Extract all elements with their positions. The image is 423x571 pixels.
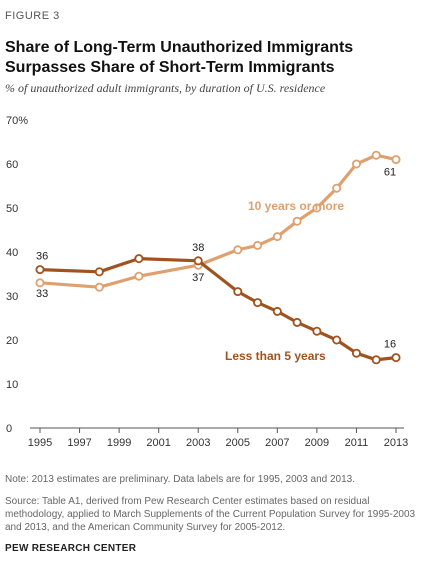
chart-title: Share of Long-Term Unauthorized Immigran…: [5, 39, 354, 76]
data-point-10-years-or-more: [35, 278, 45, 288]
data-label: 36: [36, 251, 48, 263]
y-tick-label: 10: [6, 379, 18, 391]
data-point-10-years-or-more: [253, 240, 263, 250]
y-tick-label: 40: [6, 247, 18, 259]
data-point-10-years-or-more: [312, 203, 322, 213]
data-point-less-than-5-years: [233, 287, 243, 297]
x-tick-label: 2013: [384, 437, 408, 449]
data-point-10-years-or-more: [332, 183, 342, 193]
data-point-less-than-5-years: [94, 267, 104, 277]
data-label: 38: [192, 242, 204, 254]
data-point-less-than-5-years: [351, 348, 361, 358]
series-label-10-years-or-more: 10 years or more: [248, 199, 344, 213]
data-point-less-than-5-years: [193, 256, 203, 266]
data-point-less-than-5-years: [35, 265, 45, 275]
data-label: 37: [192, 272, 204, 284]
data-label: 16: [384, 339, 396, 351]
line-chart: 0 10 20 30 40 50 60 70% 1995 1997 1999 2001 2003 2005…: [6, 115, 408, 449]
data-label: 33: [36, 288, 48, 300]
chart-note: Note: 2013 estimates are preliminary. Da…: [5, 474, 356, 485]
data-point-less-than-5-years: [391, 353, 401, 363]
organization-credit: PEW RESEARCH CENTER: [5, 543, 137, 554]
y-tick-label: 30: [6, 291, 18, 303]
data-point-10-years-or-more: [371, 150, 381, 160]
data-point-10-years-or-more: [292, 216, 302, 226]
data-point-less-than-5-years: [371, 355, 381, 365]
data-label: 61: [384, 167, 396, 179]
x-tick-label: 2007: [265, 437, 289, 449]
data-point-10-years-or-more: [391, 155, 401, 165]
y-tick-label: 50: [6, 203, 18, 215]
x-tick-label: 1997: [67, 437, 91, 449]
x-tick-label: 2003: [186, 437, 210, 449]
x-tick-label: 2005: [226, 437, 250, 449]
series-line-10-years-or-more: [39, 153, 397, 289]
chart-source: Source: Table A1, derived from Pew Resea…: [5, 496, 416, 533]
y-tick-label: 20: [6, 335, 18, 347]
data-point-less-than-5-years: [312, 326, 322, 336]
data-point-less-than-5-years: [332, 335, 342, 345]
y-tick-label: 70%: [6, 115, 28, 127]
x-tick-label: 2001: [146, 437, 170, 449]
data-point-less-than-5-years: [134, 254, 144, 264]
x-tick-label: 2009: [305, 437, 329, 449]
data-point-10-years-or-more: [94, 282, 104, 292]
chart-subtitle: % of unauthorized adult immigrants, by d…: [5, 81, 326, 95]
x-tick-label: 2011: [345, 437, 369, 449]
series-line-less-than-5-years: [39, 257, 397, 362]
x-tick-label: 1995: [28, 437, 52, 449]
data-point-10-years-or-more: [233, 245, 243, 255]
y-tick-label: 0: [6, 423, 12, 435]
figure-label: FIGURE 3: [5, 10, 60, 22]
x-tick-label: 1999: [107, 437, 131, 449]
data-point-less-than-5-years: [292, 317, 302, 327]
data-point-10-years-or-more: [134, 271, 144, 281]
data-point-10-years-or-more: [351, 159, 361, 169]
data-point-10-years-or-more: [272, 232, 282, 242]
series-label-less-than-5-years: Less than 5 years: [225, 349, 326, 363]
data-point-less-than-5-years: [272, 306, 282, 316]
data-point-less-than-5-years: [253, 298, 263, 308]
y-tick-label: 60: [6, 159, 18, 171]
